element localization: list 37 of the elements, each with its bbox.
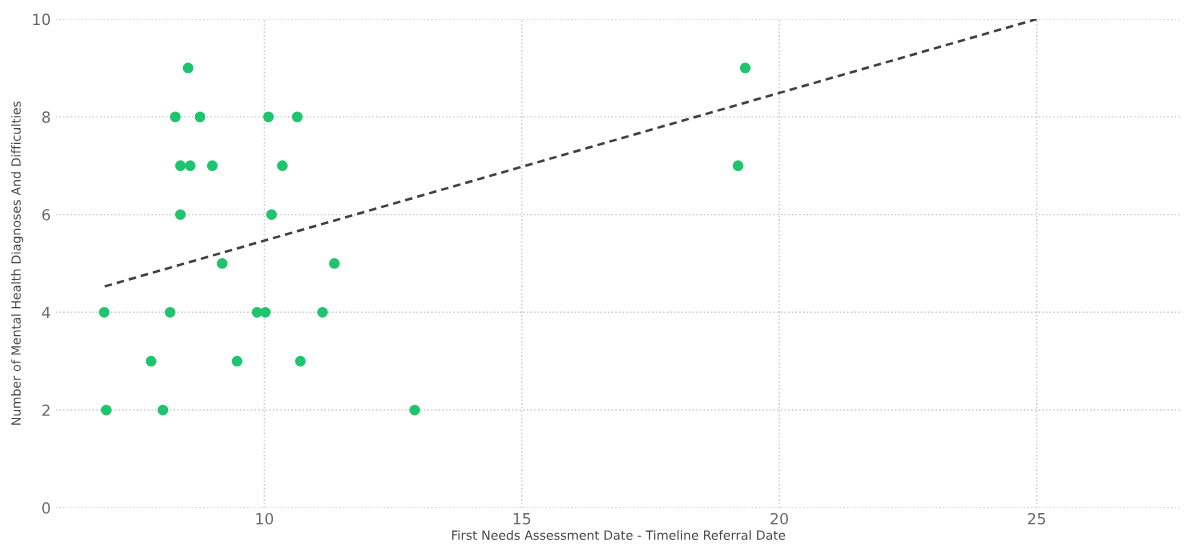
point bbox=[277, 160, 288, 172]
point bbox=[329, 258, 340, 269]
point bbox=[739, 62, 751, 74]
y-tick-label: 8 bbox=[42, 111, 50, 123]
point bbox=[409, 404, 421, 416]
point bbox=[260, 306, 271, 318]
x-tick-label: 20 bbox=[770, 512, 788, 525]
x-tick-label: 10 bbox=[256, 512, 274, 525]
point bbox=[169, 111, 181, 123]
point bbox=[164, 306, 176, 318]
point bbox=[157, 404, 169, 416]
point bbox=[291, 111, 303, 123]
point bbox=[207, 160, 218, 172]
point bbox=[194, 111, 206, 123]
point bbox=[263, 111, 274, 123]
point bbox=[184, 160, 196, 172]
point bbox=[145, 355, 157, 367]
y-tick-label: 0 bbox=[42, 502, 50, 514]
x-tick-label: 25 bbox=[1028, 512, 1046, 525]
point bbox=[175, 209, 186, 220]
y-tick-label: 4 bbox=[42, 306, 51, 319]
point bbox=[732, 160, 744, 172]
point bbox=[295, 355, 306, 367]
x-tick-label: 15 bbox=[513, 513, 531, 525]
point bbox=[98, 306, 110, 318]
x-axis-title: First Needs Assessment Date - Timeline Referral Date bbox=[452, 530, 786, 540]
y-axis-title: Number of Mental Health Diagnoses And Difficulties bbox=[11, 101, 24, 425]
point bbox=[231, 355, 243, 367]
point bbox=[317, 306, 328, 318]
y-tick-label: 10 bbox=[33, 13, 50, 26]
y-tick-label: 2 bbox=[42, 404, 50, 416]
point bbox=[100, 404, 112, 416]
point bbox=[175, 160, 186, 172]
point bbox=[216, 258, 228, 269]
y-tick-label: 6 bbox=[42, 209, 51, 221]
point bbox=[266, 209, 277, 220]
point bbox=[182, 62, 194, 74]
